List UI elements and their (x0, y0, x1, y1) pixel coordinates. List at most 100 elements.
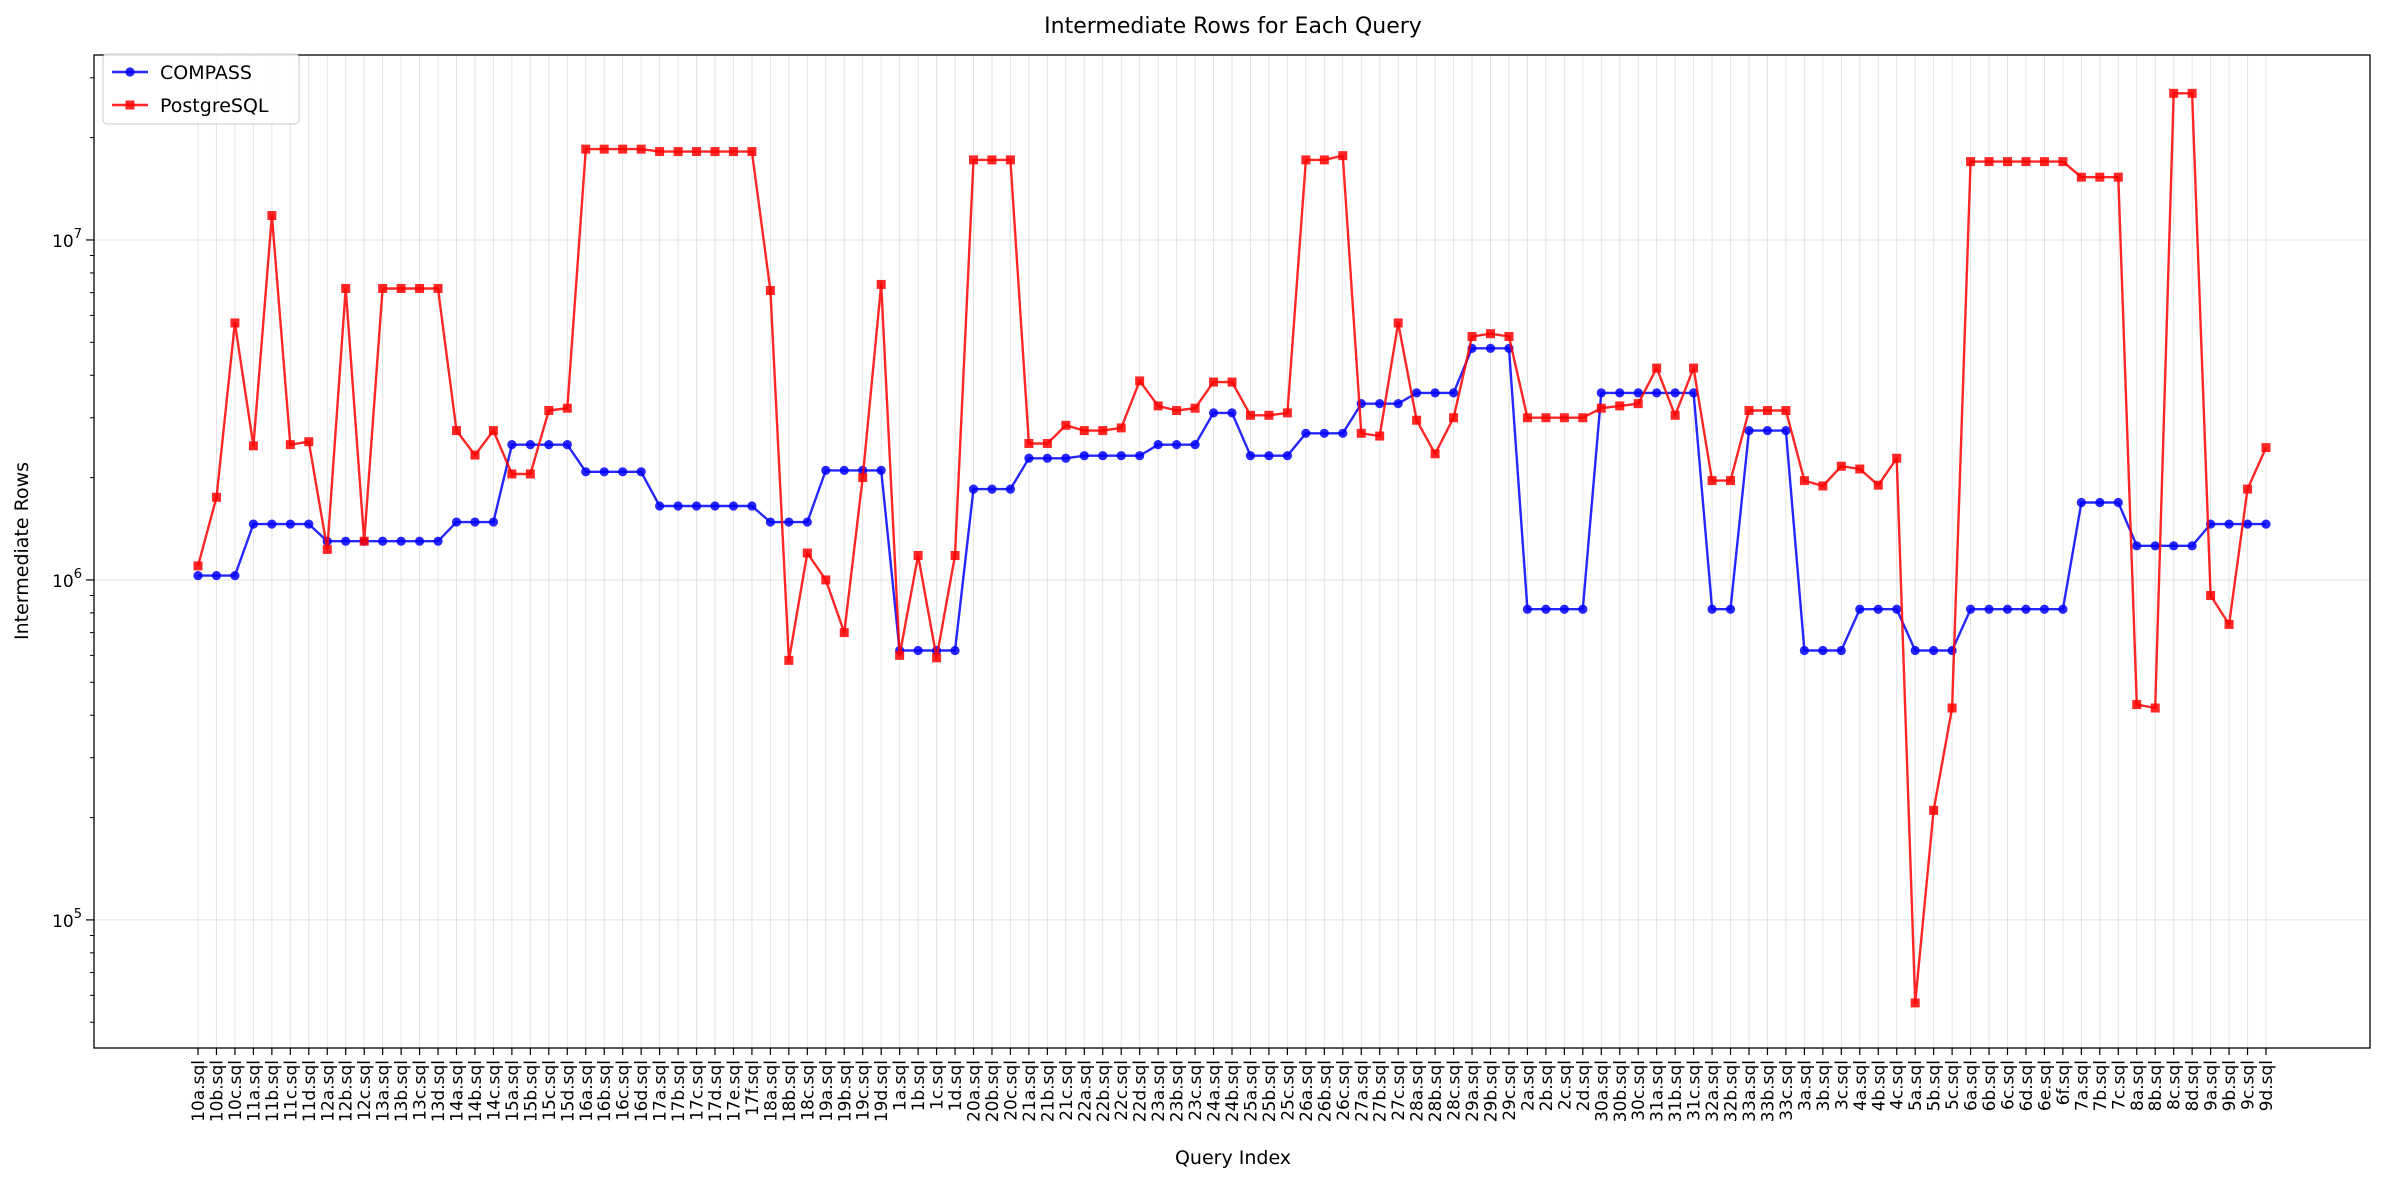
data-point (2242, 519, 2253, 529)
data-point (285, 519, 295, 529)
x-tick-label: 16a.sql (577, 1060, 597, 1122)
data-point (1522, 604, 1533, 614)
data-point (1393, 318, 1403, 328)
x-tick-label: 17c.sql (688, 1060, 708, 1121)
data-point (544, 440, 554, 450)
x-tick-label: 5b.sql (1925, 1060, 1945, 1111)
data-point (285, 440, 295, 450)
data-point (1430, 388, 1440, 398)
data-point (1966, 157, 1976, 167)
data-point (1910, 645, 1920, 656)
data-point (1005, 484, 1016, 494)
x-tick-label: 23b.sql (1168, 1060, 1188, 1122)
data-point (1264, 451, 1274, 461)
data-point (858, 473, 868, 483)
x-tick-label: 9c.sql (2239, 1060, 2259, 1110)
x-tick-label: 28b.sql (1426, 1060, 1446, 1122)
data-point (1135, 376, 1145, 386)
data-point (1762, 425, 1773, 436)
x-tick-label: 27a.sql (1352, 1060, 1372, 1122)
x-tick-label: 1d.sql (946, 1060, 966, 1111)
x-tick-label: 15c.sql (540, 1060, 560, 1121)
data-point (2169, 88, 2179, 98)
data-point (636, 144, 646, 154)
data-point (470, 517, 480, 527)
data-point (1282, 451, 1292, 461)
y-tick-label: 107 (52, 227, 82, 252)
data-point (1965, 604, 1976, 614)
x-tick-label: 13b.sql (392, 1060, 412, 1122)
x-tick-label: 25b.sql (1260, 1060, 1280, 1122)
x-tick-label: 29b.sql (1482, 1060, 1502, 1122)
data-point (415, 283, 425, 293)
x-tick-label: 30b.sql (1611, 1060, 1631, 1122)
x-tick-label: 6a.sql (1962, 1060, 1982, 1111)
data-point (230, 318, 240, 328)
x-tick-label: 1a.sql (891, 1060, 911, 1111)
x-tick-label: 32b.sql (1722, 1060, 1742, 1122)
data-point (2187, 541, 2197, 551)
data-point (1024, 438, 1034, 448)
data-point (488, 426, 498, 436)
data-point (1596, 403, 1606, 413)
data-point (987, 484, 997, 494)
x-tick-label: 21b.sql (1038, 1060, 1058, 1122)
data-point (525, 440, 535, 450)
x-tick-label: 30a.sql (1592, 1060, 1612, 1122)
data-point (1264, 410, 1274, 420)
data-point (2150, 703, 2160, 713)
data-point (655, 501, 665, 511)
x-tick-label: 23a.sql (1149, 1060, 1169, 1122)
data-point (710, 501, 720, 511)
x-tick-label: 19b.sql (835, 1060, 855, 1122)
x-tick-label: 10b.sql (207, 1060, 227, 1122)
x-tick-label: 19a.sql (817, 1060, 837, 1122)
data-point (1892, 453, 1902, 463)
data-point (1633, 399, 1643, 409)
x-tick-label: 30c.sql (1629, 1060, 1649, 1121)
data-point (1725, 604, 1736, 614)
x-tick-label: 11b.sql (263, 1060, 283, 1122)
x-tick-label: 20a.sql (965, 1060, 985, 1122)
data-point (1541, 604, 1551, 614)
data-point (562, 403, 572, 413)
x-tick-label: 2d.sql (1574, 1060, 1594, 1111)
x-tick-label: 16d.sql (632, 1060, 652, 1122)
data-point (2132, 700, 2142, 710)
x-tick-label: 12a.sql (318, 1060, 338, 1122)
x-tick-label: 10a.sql (189, 1060, 209, 1122)
data-point (248, 441, 258, 451)
x-tick-label: 9a.sql (2202, 1060, 2222, 1111)
data-point (2206, 590, 2216, 600)
data-point (2058, 157, 2068, 167)
data-point (193, 561, 203, 571)
data-point (1393, 399, 1403, 409)
data-point (747, 147, 757, 157)
data-point (1449, 413, 1459, 423)
x-tick-label: 10c.sql (226, 1060, 246, 1121)
data-point (1818, 481, 1828, 491)
data-point (1208, 408, 1219, 418)
x-tick-label: 11d.sql (300, 1060, 320, 1122)
x-tick-label: 3b.sql (1814, 1060, 1834, 1111)
x-tick-label: 15a.sql (503, 1060, 523, 1122)
x-tick-label: 22b.sql (1094, 1060, 1114, 1122)
data-point (1486, 329, 1495, 339)
data-point (1412, 415, 1422, 425)
x-tick-label: 1c.sql (928, 1060, 948, 1110)
data-point (470, 450, 480, 460)
legend-box (102, 53, 300, 125)
data-point (1781, 425, 1791, 436)
data-point (1209, 377, 1219, 387)
data-point (802, 517, 812, 527)
data-point (452, 426, 461, 436)
data-point (1319, 155, 1329, 165)
x-tick-label: 2a.sql (1518, 1060, 1538, 1111)
x-tick-label: 23c.sql (1186, 1060, 1206, 1121)
data-point (2002, 604, 2013, 614)
data-point (2113, 172, 2123, 182)
data-point (2076, 497, 2086, 508)
data-point (728, 501, 739, 511)
data-point (1172, 440, 1182, 450)
data-point (507, 469, 517, 479)
